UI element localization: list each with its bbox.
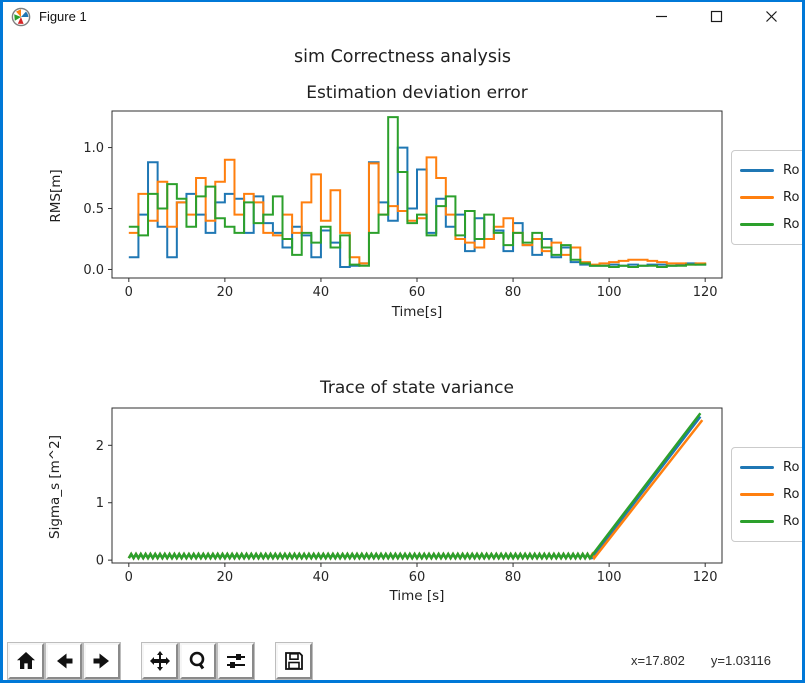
legend-entry: Ro <box>732 508 805 535</box>
cursor-status: x=17.802 y=1.03116 <box>631 653 805 668</box>
x-tick-label: 60 <box>409 570 426 585</box>
legend-label: Ro <box>783 190 800 205</box>
figure-area: 0 20 40 60 80 100 120 0.0 0.5 1.0 0 20 40 60 80 100 120 0… <box>0 33 805 638</box>
forward-button[interactable] <box>84 642 120 679</box>
series-line <box>127 419 704 561</box>
window-controls <box>634 0 799 33</box>
home-icon <box>17 651 35 669</box>
x-tick-label: 60 <box>409 285 426 300</box>
legend-entry: Ro <box>732 184 805 211</box>
zoom-icon <box>189 651 205 669</box>
legend-label: Ro <box>783 163 800 178</box>
home-button[interactable] <box>8 642 44 679</box>
minimize-button[interactable] <box>634 0 689 33</box>
save-button[interactable] <box>276 642 312 679</box>
legend-label: Ro <box>783 217 800 232</box>
series-line <box>127 412 702 561</box>
pan-button[interactable] <box>142 642 178 679</box>
window-title: Figure 1 <box>39 9 87 24</box>
legend-swatch <box>740 493 774 496</box>
navigation-toolbar: x=17.802 y=1.03116 <box>0 638 805 683</box>
series-line <box>128 116 707 269</box>
chart1-xlabel: Time[s] <box>391 304 443 320</box>
chart1-title: Estimation deviation error <box>306 83 528 103</box>
pan-icon <box>150 650 170 671</box>
x-tick-label: 0 <box>125 570 133 585</box>
x-tick-label: 40 <box>313 285 330 300</box>
chart2-xlabel: Time [s] <box>389 588 445 604</box>
axes-frame <box>111 407 723 564</box>
minimize-icon <box>656 15 667 18</box>
y-tick-label: 1 <box>96 496 104 511</box>
save-icon <box>285 651 303 670</box>
toolbar-nav-group <box>8 642 122 679</box>
legend-swatch <box>740 466 774 469</box>
x-tick-label: 100 <box>597 285 622 300</box>
x-tick-label: 80 <box>505 570 522 585</box>
chart1-ylabel: RMS[m] <box>48 169 64 223</box>
series-line <box>127 415 702 561</box>
y-tick-label: 0.5 <box>83 202 104 217</box>
x-tick-label: 20 <box>217 570 234 585</box>
x-tick-label: 80 <box>505 285 522 300</box>
legend-entry: Ro <box>732 481 805 508</box>
y-tick-label: 0.0 <box>83 263 104 278</box>
legend-entry: Ro <box>732 211 805 238</box>
legend-swatch <box>740 196 774 199</box>
back-icon <box>57 653 73 668</box>
chart1-legend: Ro Ro Ro <box>731 150 805 245</box>
titlebar[interactable]: Figure 1 <box>0 0 805 33</box>
toolbar-save-group <box>276 642 314 679</box>
y-tick-label: 0 <box>96 554 104 569</box>
back-button[interactable] <box>46 642 82 679</box>
matplotlib-logo-icon <box>11 7 31 26</box>
toolbar-tools-group <box>142 642 256 679</box>
legend-entry: Ro <box>732 454 805 481</box>
configure-subplots-button[interactable] <box>218 642 254 679</box>
x-tick-label: 20 <box>217 285 234 300</box>
legend-swatch <box>740 520 774 523</box>
x-tick-label: 0 <box>125 285 133 300</box>
legend-label: Ro <box>783 487 800 502</box>
figure-suptitle: sim Correctness analysis <box>294 47 511 67</box>
legend-label: Ro <box>783 460 800 475</box>
x-tick-label: 120 <box>693 285 718 300</box>
maximize-icon <box>710 10 723 23</box>
axes-group: 0 20 40 60 80 100 120 0 1 2 <box>96 407 723 585</box>
series-group <box>128 116 707 269</box>
legend-swatch <box>740 223 774 226</box>
series-group <box>127 412 704 561</box>
chart2-ylabel: Sigma_s [m^2] <box>47 435 63 539</box>
status-y-coordinate: y=1.03116 <box>710 653 771 668</box>
legend-swatch <box>740 169 774 172</box>
chart2-title: Trace of state variance <box>320 378 514 398</box>
legend-entry: Ro <box>732 157 805 184</box>
close-button[interactable] <box>744 0 799 33</box>
x-tick-label: 100 <box>597 570 622 585</box>
zoom-button[interactable] <box>180 642 216 679</box>
x-tick-label: 40 <box>313 570 330 585</box>
maximize-button[interactable] <box>689 0 744 33</box>
axes-group: 0 20 40 60 80 100 120 0.0 0.5 1.0 <box>83 110 723 300</box>
configure-subplots-icon <box>227 653 245 668</box>
close-icon <box>766 11 777 22</box>
y-tick-label: 1.0 <box>83 141 104 156</box>
forward-icon <box>93 653 109 668</box>
x-tick-label: 120 <box>693 570 718 585</box>
status-x-coordinate: x=17.802 <box>631 653 685 668</box>
legend-label: Ro <box>783 514 800 529</box>
chart2-legend: Ro Ro Ro <box>731 447 805 542</box>
y-tick-label: 2 <box>96 439 104 454</box>
